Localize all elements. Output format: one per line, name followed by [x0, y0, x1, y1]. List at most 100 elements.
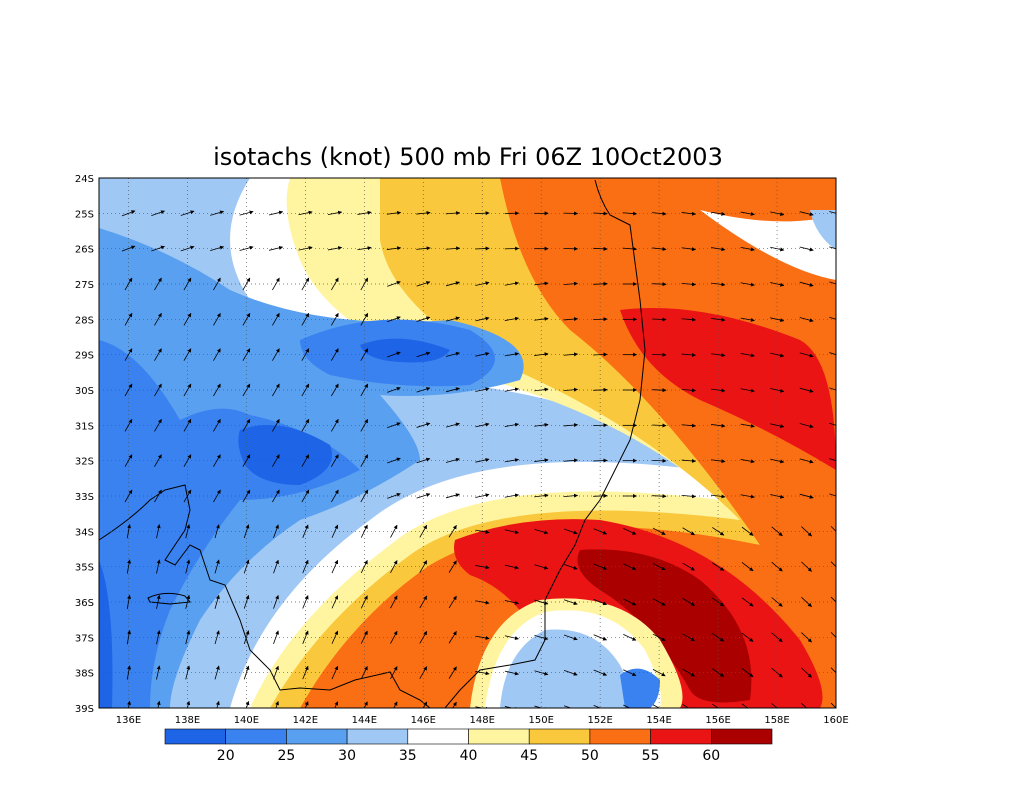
wind-arrow — [563, 387, 579, 392]
wind-arrow — [360, 312, 369, 326]
wind-arrow — [830, 596, 836, 603]
wind-arrow — [563, 599, 578, 605]
wind-arrow — [593, 669, 608, 676]
wind-arrow — [799, 246, 814, 252]
wind-arrow — [416, 387, 431, 393]
wind-arrow — [682, 633, 695, 642]
wind-arrow — [363, 701, 368, 708]
lat-tick-label: 26S — [75, 245, 94, 256]
lon-tick-label: 144E — [352, 715, 377, 726]
wind-arrow — [302, 524, 309, 538]
wind-arrow — [711, 423, 726, 428]
wind-arrow — [681, 458, 696, 463]
wind-arrow — [156, 594, 161, 609]
wind-arrow — [214, 559, 220, 574]
wind-arrow — [213, 312, 221, 326]
wind-arrow — [593, 528, 608, 535]
wind-arrow — [214, 594, 220, 609]
wind-arrow — [593, 387, 608, 392]
wind-arrow — [298, 246, 313, 251]
wind-arrow — [771, 561, 783, 572]
contour-20-25-west — [238, 425, 332, 485]
wind-arrow — [124, 454, 133, 467]
wind-arrow — [154, 383, 162, 397]
wind-arrow — [273, 595, 279, 609]
wind-arrow — [475, 635, 490, 640]
wind-arrow — [475, 706, 490, 708]
wind-arrow — [419, 630, 428, 644]
wind-arrow — [593, 563, 608, 570]
wind-arrow — [360, 277, 369, 291]
wind-arrow — [563, 317, 579, 322]
wind-arrow — [711, 282, 726, 287]
wind-arrow — [504, 352, 520, 357]
wind-arrow — [213, 383, 221, 397]
colorbar: 20 25 30 35 40 45 50 55 60 — [164, 728, 773, 764]
wind-arrow — [445, 493, 460, 499]
wind-arrow — [740, 353, 755, 358]
wind-arrow — [390, 560, 398, 574]
colorbar-swatch — [589, 728, 651, 745]
wind-arrow — [239, 245, 254, 251]
wind-arrow — [390, 666, 398, 680]
wind-arrow — [419, 595, 428, 609]
wind-arrow — [475, 457, 490, 463]
wind-arrow — [331, 524, 339, 538]
wind-arrow — [475, 211, 490, 216]
wind-arrow — [416, 457, 431, 464]
wind-arrow — [302, 630, 309, 644]
wind-arrow — [652, 317, 667, 322]
wind-arrow — [387, 351, 401, 358]
lon-tick-label: 150E — [528, 715, 553, 726]
wind-arrow — [623, 598, 637, 606]
lon-tick-label: 158E — [764, 715, 789, 726]
wind-arrow — [712, 597, 725, 607]
wind-arrow — [357, 246, 372, 251]
contour-20-25-center — [360, 338, 450, 363]
wind-arrow — [623, 669, 637, 676]
wind-arrow — [563, 528, 578, 535]
wind-arrow — [126, 594, 132, 609]
wind-arrow — [799, 493, 814, 499]
wind-arrow — [681, 388, 696, 393]
wind-arrow — [126, 559, 132, 574]
wind-arrow — [681, 423, 696, 428]
wind-arrow — [593, 493, 608, 498]
wind-arrow — [210, 210, 225, 216]
wind-arrow — [419, 560, 428, 573]
wind-arrow — [475, 671, 490, 676]
wind-arrow — [830, 526, 836, 532]
wind-arrow — [534, 529, 549, 535]
colorbar-swatch — [650, 728, 712, 745]
latitude-labels: 24S 25S 26S 27S 28S 29S 30S 31S 32S 33S 34S 35S 36S 3… — [75, 174, 94, 715]
wind-arrow — [829, 387, 836, 391]
wind-arrow — [801, 667, 812, 678]
wind-arrow — [475, 387, 490, 392]
wind-arrow — [741, 668, 754, 678]
wind-arrow — [622, 246, 638, 251]
wind-arrow — [245, 700, 250, 708]
wind-arrow — [127, 700, 132, 708]
wind-arrow — [156, 559, 161, 574]
wind-arrow — [534, 458, 549, 463]
wind-arrow — [623, 704, 637, 708]
wind-arrow — [534, 493, 549, 498]
wind-arrow — [448, 525, 457, 538]
wind-arrow — [652, 633, 666, 641]
wind-arrow — [154, 312, 162, 326]
wind-arrow — [156, 700, 161, 708]
wind-arrow — [185, 524, 191, 539]
wind-arrow — [416, 316, 431, 322]
wind-arrow — [448, 560, 457, 573]
wind-arrow — [273, 524, 279, 539]
wind-arrow — [416, 281, 431, 287]
wind-arrow — [771, 632, 783, 643]
colorbar-label: 45 — [520, 748, 538, 764]
wind-arrow — [419, 524, 428, 538]
colorbar-swatch — [346, 728, 409, 745]
lat-tick-label: 32S — [75, 457, 94, 468]
wind-arrow — [770, 458, 785, 464]
wind-arrow — [652, 669, 666, 677]
wind-arrow — [330, 454, 339, 467]
wind-arrow — [301, 277, 310, 291]
